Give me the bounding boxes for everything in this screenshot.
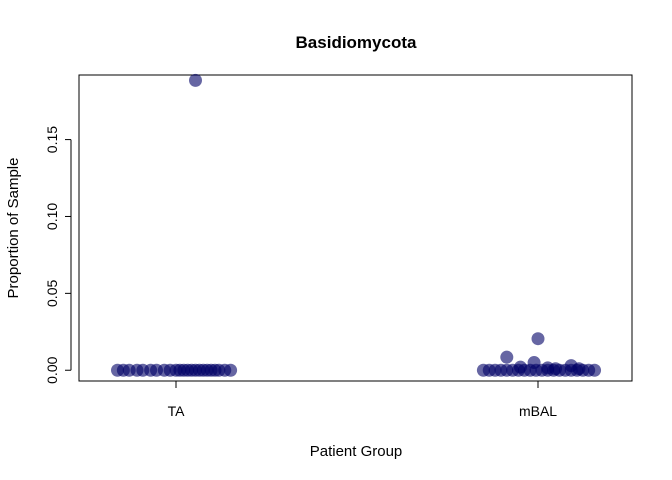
data-point [224, 363, 238, 377]
x-axis: TA mBAL [168, 380, 557, 419]
y-tick-label: 0.05 [44, 280, 60, 307]
y-tick-label: 0.10 [44, 203, 60, 230]
y-tick-label: 0.15 [44, 126, 60, 153]
y-axis: 0.00 0.05 0.10 0.15 [44, 126, 72, 384]
y-tick-label: 0.00 [44, 356, 60, 383]
x-tick-label: mBAL [519, 403, 557, 419]
plot-frame [78, 74, 633, 382]
data-point [500, 350, 514, 364]
data-point [588, 363, 602, 377]
x-tick-label: TA [168, 403, 186, 419]
data-point [549, 362, 563, 376]
x-axis-label: Patient Group [310, 443, 403, 460]
data-point [189, 73, 202, 87]
y-axis-label: Proportion of Sample [5, 158, 22, 299]
data-point [527, 356, 541, 370]
chart-title: Basidiomycota [296, 33, 417, 52]
data-point [513, 360, 527, 374]
data-point [572, 362, 586, 376]
points-layer [111, 73, 602, 377]
data-point [531, 332, 545, 346]
